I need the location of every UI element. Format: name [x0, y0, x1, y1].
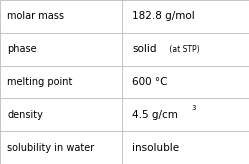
Text: insoluble: insoluble	[132, 143, 179, 153]
Text: 182.8 g/mol: 182.8 g/mol	[132, 11, 195, 21]
Text: solid: solid	[132, 44, 156, 54]
Text: phase: phase	[7, 44, 37, 54]
Text: (at STP): (at STP)	[167, 45, 200, 54]
Text: 600 °C: 600 °C	[132, 77, 168, 87]
Text: solubility in water: solubility in water	[7, 143, 95, 153]
Text: 3: 3	[191, 105, 196, 111]
Text: melting point: melting point	[7, 77, 73, 87]
Text: molar mass: molar mass	[7, 11, 64, 21]
Text: density: density	[7, 110, 43, 120]
Text: 4.5 g/cm: 4.5 g/cm	[132, 110, 178, 120]
